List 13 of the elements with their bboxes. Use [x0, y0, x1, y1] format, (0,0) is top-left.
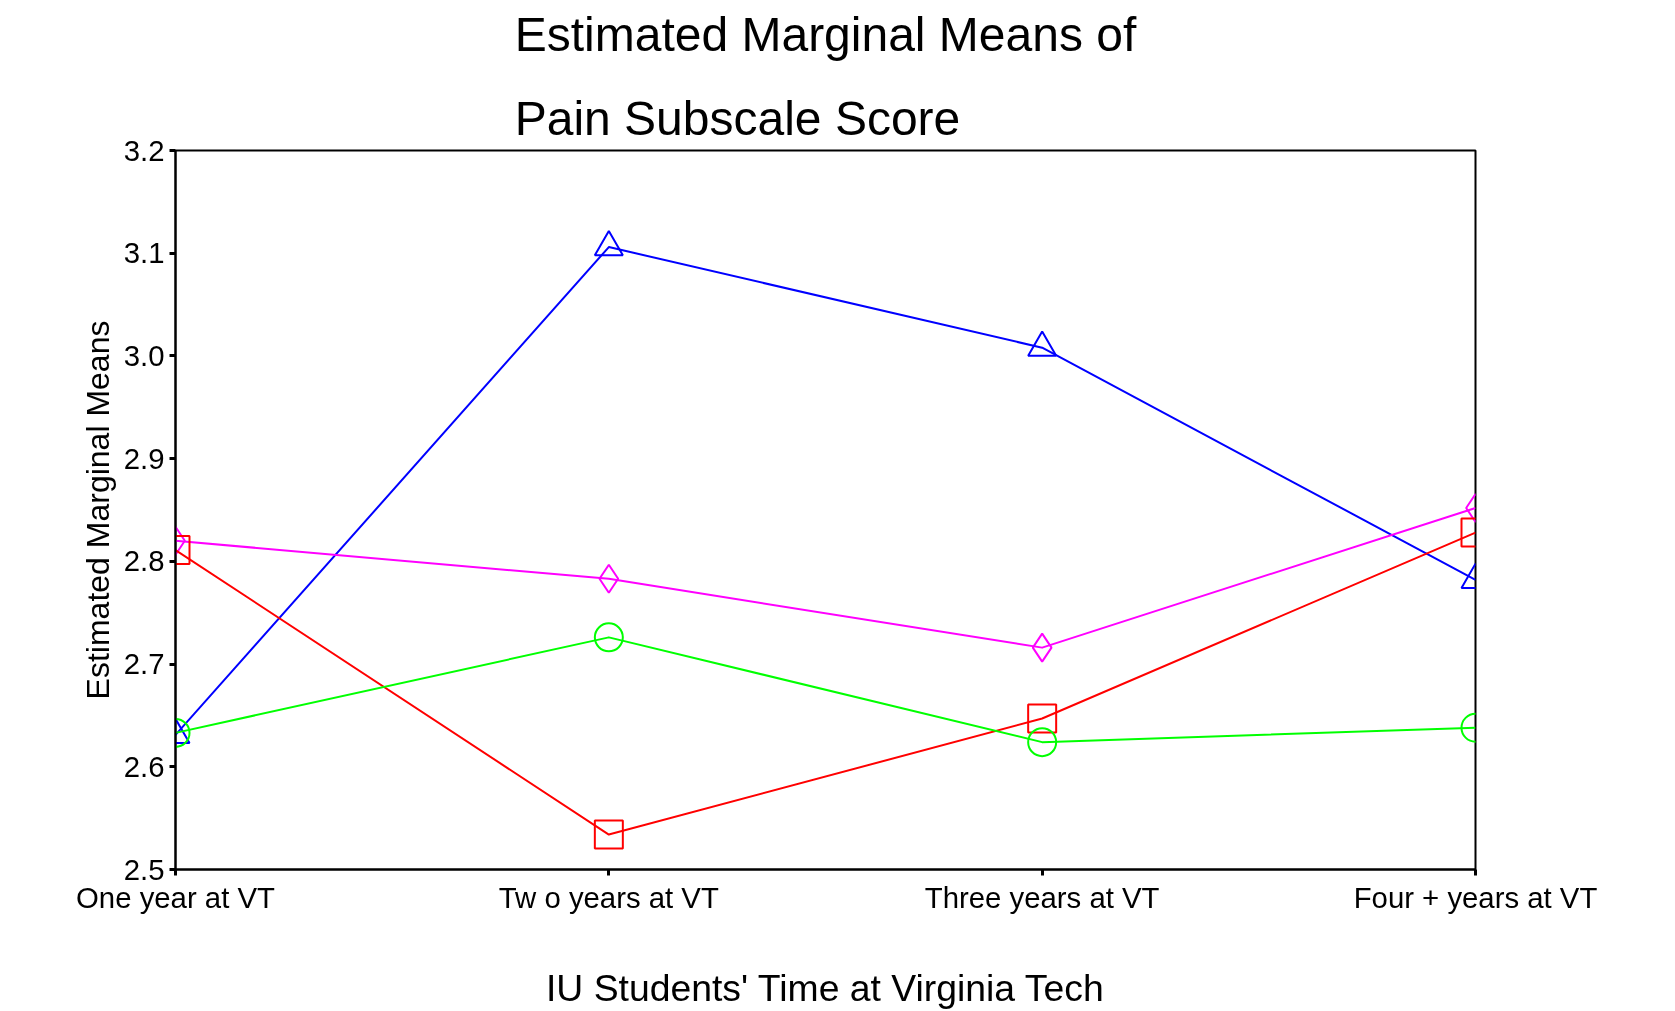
x-tick-label: Three years at VT [924, 880, 1160, 914]
y-tick-label: 2.8 [123, 544, 165, 578]
x-tick-label: Four + years at VT [1353, 880, 1598, 914]
y-tick-label: 2.7 [123, 647, 165, 681]
x-tick-label: Tw o years at VT [498, 880, 719, 914]
y-tick-label: 3.1 [123, 236, 165, 270]
y-tick-label: 2.9 [123, 441, 165, 475]
y-axis-title: Estimated Marginal Means [79, 320, 116, 700]
x-axis-title: IU Students' Time at Virginia Tech [545, 966, 1104, 1009]
chart-title: Estimated Marginal Means of Pain Subscale Score [514, 7, 1137, 146]
y-tick-label: 3.0 [123, 338, 165, 372]
y-tick-label: 3.2 [123, 133, 165, 167]
y-tick-label: 2.6 [123, 749, 165, 783]
